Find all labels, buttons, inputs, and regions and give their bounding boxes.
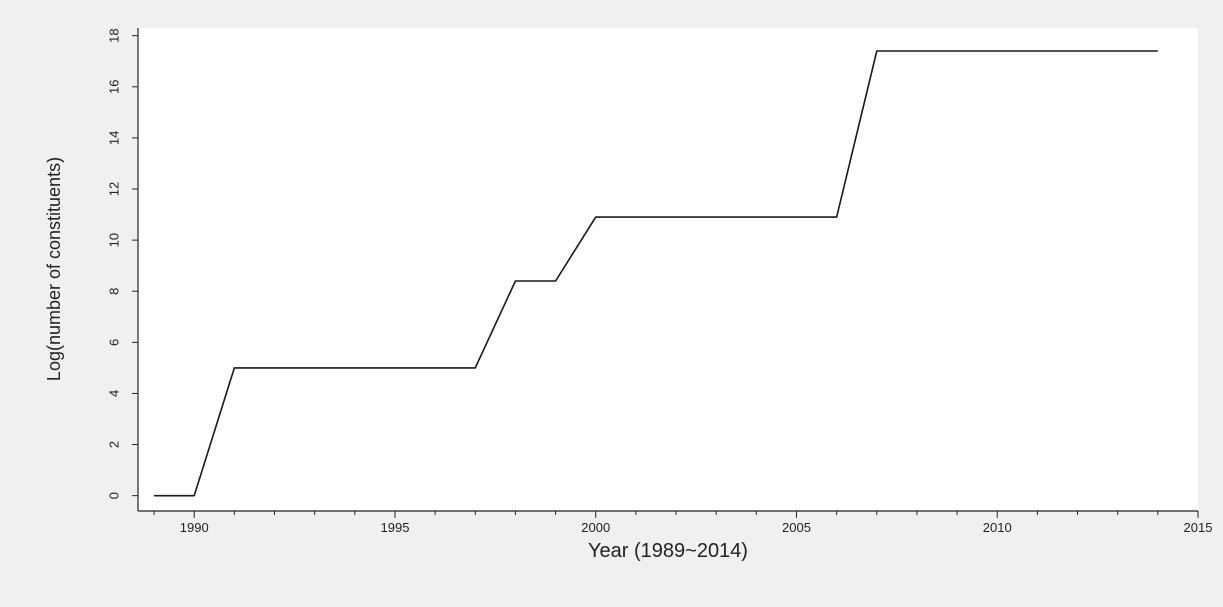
x-axis-title: Year (1989~2014): [588, 540, 748, 562]
x-tick-label: 2000: [581, 520, 610, 535]
y-tick-label: 10: [107, 233, 122, 247]
y-tick-label: 14: [107, 131, 122, 145]
y-tick-label: 0: [107, 492, 122, 499]
y-tick-label: 2: [107, 441, 122, 448]
y-axis-title: Log(number of constituents): [44, 157, 64, 381]
y-tick-label: 6: [107, 339, 122, 346]
x-tick-label: 2010: [983, 520, 1012, 535]
series-line: [154, 50, 1158, 497]
y-axis-ticks: 0 2 4 6 8 10 12 14 16 18: [107, 28, 138, 499]
y-tick-label: 4: [107, 390, 122, 397]
x-tick-label: 2005: [782, 520, 811, 535]
x-tick-label: 1995: [381, 520, 410, 535]
plot-background: [138, 28, 1198, 511]
y-tick-label: 12: [107, 182, 122, 196]
y-tick-label: 16: [107, 80, 122, 94]
y-tick-label: 8: [107, 288, 122, 295]
x-axis-ticks: 1990 1995 2000 2005 2010 2015: [153, 511, 1213, 535]
y-tick-label: 18: [107, 28, 122, 42]
x-tick-label: 1990: [180, 520, 209, 535]
x-tick-label: 2015: [1184, 520, 1213, 535]
